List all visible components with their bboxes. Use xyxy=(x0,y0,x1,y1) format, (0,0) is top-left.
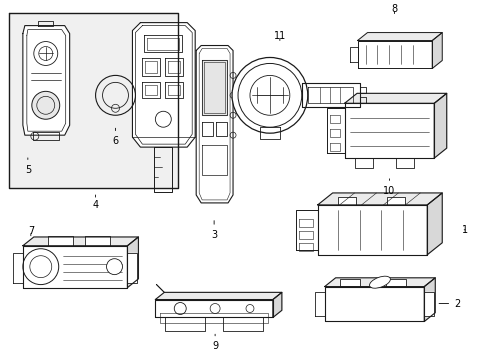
Polygon shape xyxy=(23,237,138,246)
Polygon shape xyxy=(349,46,357,62)
Polygon shape xyxy=(339,279,359,287)
Polygon shape xyxy=(424,292,433,316)
Polygon shape xyxy=(13,253,23,283)
Polygon shape xyxy=(324,287,424,321)
Text: 8: 8 xyxy=(390,4,397,14)
Text: 10: 10 xyxy=(383,179,395,196)
Polygon shape xyxy=(155,300,272,318)
Text: 9: 9 xyxy=(212,334,218,351)
Text: 6: 6 xyxy=(112,128,118,146)
Circle shape xyxy=(232,58,307,133)
Polygon shape xyxy=(23,26,69,135)
Polygon shape xyxy=(23,246,127,288)
Polygon shape xyxy=(301,84,359,107)
Polygon shape xyxy=(396,158,413,168)
Polygon shape xyxy=(431,32,441,68)
Polygon shape xyxy=(337,197,355,205)
Polygon shape xyxy=(427,193,441,255)
Polygon shape xyxy=(84,236,109,246)
Polygon shape xyxy=(357,41,431,68)
Text: 7: 7 xyxy=(28,226,34,236)
Polygon shape xyxy=(9,13,178,188)
Polygon shape xyxy=(127,237,138,288)
Polygon shape xyxy=(386,197,405,205)
Text: 11: 11 xyxy=(273,31,285,41)
Polygon shape xyxy=(317,193,441,205)
Polygon shape xyxy=(326,108,344,153)
Polygon shape xyxy=(344,103,433,158)
Text: 5: 5 xyxy=(25,158,31,175)
Text: 2: 2 xyxy=(438,298,460,309)
Polygon shape xyxy=(272,292,281,318)
Text: 4: 4 xyxy=(92,195,99,210)
Circle shape xyxy=(32,91,60,119)
Polygon shape xyxy=(48,236,73,246)
Polygon shape xyxy=(424,278,434,321)
Text: 1: 1 xyxy=(461,225,468,235)
Polygon shape xyxy=(295,210,317,250)
Polygon shape xyxy=(127,253,137,283)
Polygon shape xyxy=(344,93,446,103)
Polygon shape xyxy=(386,279,406,287)
Polygon shape xyxy=(354,158,372,168)
Polygon shape xyxy=(357,32,441,41)
Polygon shape xyxy=(202,60,226,115)
Ellipse shape xyxy=(369,276,389,288)
Polygon shape xyxy=(196,45,233,203)
Polygon shape xyxy=(314,292,324,316)
Polygon shape xyxy=(324,278,434,287)
Polygon shape xyxy=(155,292,281,300)
Circle shape xyxy=(23,249,59,285)
Polygon shape xyxy=(317,205,427,255)
Polygon shape xyxy=(132,23,195,147)
Text: 3: 3 xyxy=(211,221,217,240)
Polygon shape xyxy=(165,318,205,332)
Polygon shape xyxy=(433,93,446,158)
Polygon shape xyxy=(223,318,263,332)
Circle shape xyxy=(106,259,122,275)
